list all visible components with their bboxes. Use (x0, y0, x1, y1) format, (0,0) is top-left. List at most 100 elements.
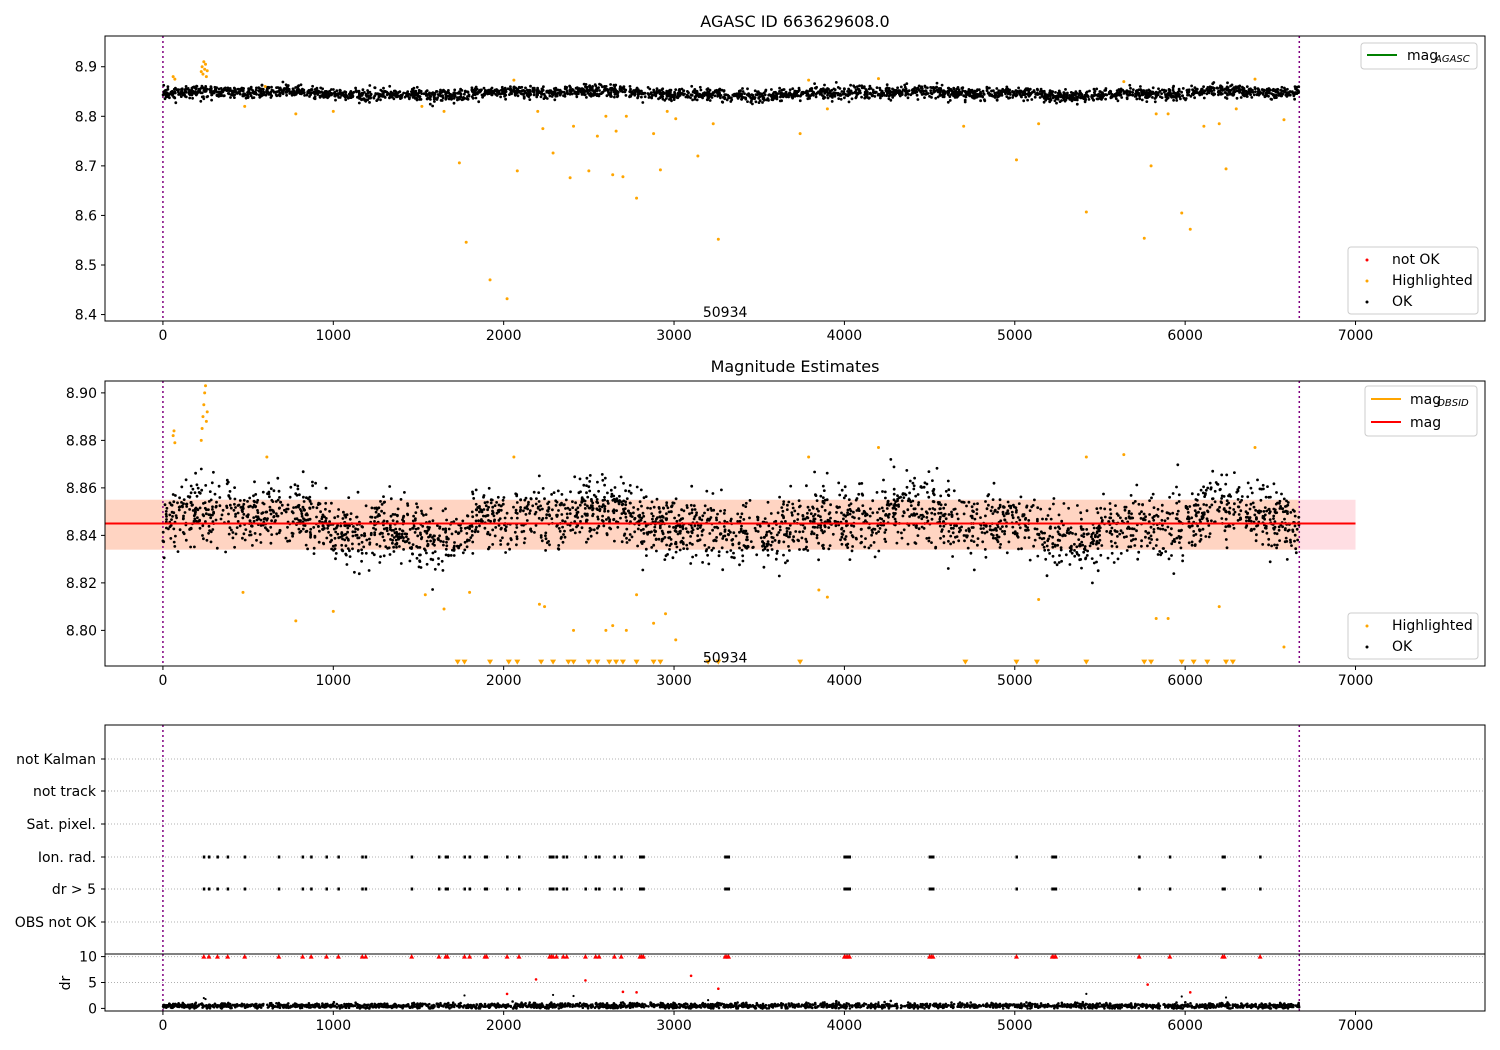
point-ok (267, 481, 270, 485)
point-ok (185, 90, 188, 94)
point-ok (844, 519, 848, 523)
point-ok (1103, 515, 1107, 519)
point-ok (415, 98, 419, 102)
point-ok (492, 514, 496, 518)
point-ok (563, 94, 567, 98)
point-ok (291, 534, 294, 538)
point-ok (722, 512, 726, 515)
point-ok (274, 519, 277, 522)
point-ok (177, 90, 180, 94)
point-ok (1245, 85, 1249, 88)
point-ok (1028, 87, 1032, 91)
point-ok (905, 485, 909, 489)
point-ok (441, 569, 445, 572)
point-ok (218, 496, 222, 499)
point-ok (912, 484, 916, 488)
point-highlighted (1154, 112, 1158, 116)
point-ok (987, 91, 991, 95)
point-ok (178, 496, 182, 500)
point-highlighted (568, 176, 572, 180)
point-ok (1037, 532, 1041, 536)
point-ok (475, 513, 479, 517)
point-ok (761, 97, 765, 101)
point-ok (596, 480, 599, 484)
point-ok (200, 84, 204, 88)
point-ok (666, 506, 670, 510)
point-highlighted (201, 72, 205, 76)
point-ok (775, 533, 779, 537)
point-ok (1158, 89, 1162, 93)
point-ok (406, 95, 410, 98)
point-ok (1043, 93, 1047, 96)
point-ok (697, 539, 700, 542)
point-ok (418, 559, 421, 563)
point-ok (214, 518, 218, 522)
point-ok (378, 544, 382, 548)
point-ok (516, 87, 519, 91)
point-ok (185, 505, 189, 508)
point-ok (1079, 511, 1083, 515)
point-ok (1238, 91, 1241, 94)
point-ok (313, 535, 317, 539)
point-ok (483, 501, 487, 505)
point-highlighted (604, 114, 608, 118)
point-ok (946, 86, 950, 90)
point-ok (826, 87, 829, 90)
point-ok (770, 535, 774, 539)
panel1-line-legend[interactable]: mag AGASC (1360, 42, 1478, 70)
point-ok (823, 524, 827, 527)
point-ok (543, 497, 546, 501)
point-ok (436, 96, 439, 99)
point-ok (300, 512, 304, 516)
point-ok (562, 90, 566, 94)
point-ok (260, 83, 264, 87)
point-ok (972, 92, 975, 95)
point-ok (442, 543, 445, 547)
point-ok (882, 478, 885, 482)
point-ok (165, 506, 169, 510)
point-ok (608, 93, 611, 96)
point-ok (809, 94, 812, 98)
point-ok (909, 504, 913, 507)
point-ok (1042, 545, 1046, 549)
point-ok (955, 535, 959, 538)
point-highlighted (876, 77, 880, 81)
point-ok (370, 515, 374, 519)
point-ok (172, 511, 176, 515)
point-ok (1092, 87, 1096, 91)
point-ok (730, 98, 734, 102)
point-ok (1048, 89, 1052, 92)
point-ok (424, 90, 428, 93)
point-ok (370, 506, 374, 510)
point-ok (967, 88, 971, 91)
point-ok (1226, 81, 1229, 85)
point-ok (552, 87, 556, 90)
point-ok (344, 98, 348, 102)
point-ok (318, 91, 322, 94)
point-ok (486, 89, 489, 93)
point-ok (912, 487, 916, 491)
point-ok (214, 504, 218, 508)
point-ok (1138, 97, 1141, 100)
point-ok (780, 88, 784, 92)
point-ok (262, 91, 266, 95)
point-ok (1159, 553, 1163, 557)
point-ok (1080, 517, 1083, 521)
point-ok (990, 505, 994, 509)
point-ok (1058, 554, 1061, 557)
point-ok (616, 525, 620, 529)
point-ok (1056, 91, 1060, 95)
point-ok (1116, 99, 1120, 103)
point-ok (1171, 86, 1175, 90)
point-ok (650, 96, 654, 100)
point-ok (1186, 511, 1190, 514)
point-ok (998, 546, 1002, 549)
point-ok (1211, 497, 1214, 501)
point-ok (418, 95, 421, 99)
point-ok (916, 534, 920, 537)
point-ok (1028, 509, 1032, 512)
point-ok (574, 508, 578, 512)
point-ok (444, 507, 447, 511)
point-highlighted (635, 196, 639, 200)
panel1-point-legend[interactable]: not OK Highlighted OK (1347, 246, 1479, 315)
